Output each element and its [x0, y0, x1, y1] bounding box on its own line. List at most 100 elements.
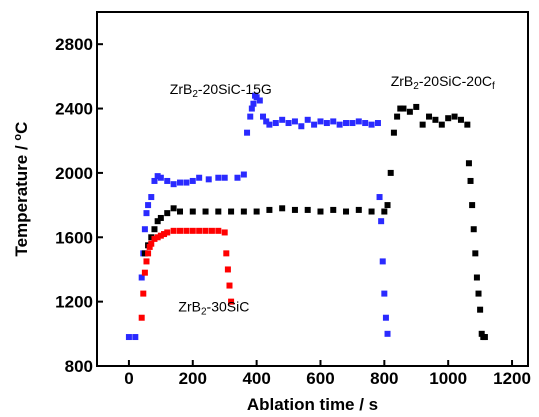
series-0-point [253, 94, 260, 101]
series-0-point [381, 290, 388, 297]
series-0-point [244, 129, 251, 136]
series-1-point [464, 121, 471, 128]
series-0-point [317, 118, 324, 125]
series-2-point [148, 240, 155, 247]
series-2-point [161, 231, 168, 238]
series-2-label: ZrB2-30SiC [178, 298, 249, 317]
series-1-point [390, 129, 397, 136]
series-1-point [406, 108, 413, 115]
series-1-point [413, 103, 420, 110]
y-axis-title: Temperature / oC [12, 122, 31, 257]
series-1-point [438, 121, 445, 128]
series-1-point [445, 115, 452, 122]
series-2-point [202, 227, 209, 234]
series-2-point [226, 282, 233, 289]
series-1-point [478, 330, 485, 337]
series-0-point [382, 314, 389, 321]
series-1-point [304, 206, 311, 213]
series-0-point [362, 120, 369, 127]
series-2-point [228, 298, 235, 305]
series-0-point [125, 334, 132, 341]
series-0-point [221, 174, 228, 181]
series-2-point [189, 227, 196, 234]
series-2-point [196, 227, 203, 234]
series-1-point [477, 306, 484, 313]
y-tick-label-1200: 1200 [55, 293, 93, 312]
series-0-point [336, 121, 343, 128]
series-1-point [457, 116, 464, 123]
series-layer [125, 92, 488, 341]
x-tick-label-600: 600 [306, 369, 334, 388]
series-1-point [472, 250, 479, 257]
series-1-point [151, 226, 158, 233]
series-0-point [343, 120, 350, 127]
series-0-point [250, 100, 257, 107]
series-0-point [323, 120, 330, 127]
series-1-point [465, 160, 472, 167]
series-2-point [157, 232, 164, 239]
series-0-point [164, 177, 171, 184]
series-2-point [138, 314, 145, 321]
series-0-point [177, 179, 184, 186]
series-0-point [141, 226, 148, 233]
series-2-point [221, 229, 228, 236]
series-0-point [143, 210, 150, 217]
y-tick-label-1600: 1600 [55, 228, 93, 247]
series-0-point [148, 194, 155, 201]
series-2-point [223, 250, 230, 257]
series-0-label: ZrB2-20SiC-15G [170, 81, 272, 100]
series-1-point [317, 208, 324, 215]
series-1-point [481, 334, 488, 341]
series-0-point [291, 118, 298, 125]
series-0-point [189, 177, 196, 184]
series-0-point [248, 105, 255, 112]
series-1-point [228, 208, 235, 215]
series-0-point [304, 116, 311, 123]
x-tick-label-1200: 1200 [493, 369, 531, 388]
series-2-point [154, 234, 161, 241]
series-0-point [376, 194, 383, 201]
series-1-point [279, 205, 286, 212]
y-tick-label-800: 800 [65, 357, 93, 376]
series-0-point [378, 218, 385, 225]
series-1-point [141, 250, 148, 257]
series-2-point [170, 227, 177, 234]
ticks-layer: 0 200 400 600 800 1000 1200 800 1200 1600 2000 2400… [55, 35, 531, 388]
series-2-point [224, 266, 231, 273]
series-0-point [285, 120, 292, 127]
series-1-point [157, 214, 164, 221]
series-0-point [247, 113, 254, 120]
series-0-point [240, 171, 247, 178]
x-tick-label-200: 200 [179, 369, 207, 388]
x-axis-title: Ablation time / s [247, 395, 378, 414]
series-1-point [177, 208, 184, 215]
series-1-point [291, 206, 298, 213]
series-1-point [470, 226, 477, 233]
series-0-point [368, 121, 375, 128]
series-2-point [143, 258, 150, 265]
series-0-point [298, 123, 305, 130]
series-1-point [266, 206, 273, 213]
y-tick-label-2400: 2400 [55, 100, 93, 119]
x-tick-label-0: 0 [124, 369, 133, 388]
x-tick-label-800: 800 [370, 369, 398, 388]
y-tick-label-2800: 2800 [55, 35, 93, 54]
series-0-point [355, 118, 362, 125]
series-2-point [208, 227, 215, 234]
series-1-point [330, 206, 337, 213]
series-0-point [138, 274, 145, 281]
plot-frame [96, 11, 529, 367]
y-tick-label-2000: 2000 [55, 164, 93, 183]
series-1-point [164, 210, 171, 217]
y-axis-title-main: Temperature / [12, 141, 31, 257]
series-0-point [145, 202, 152, 209]
series-0-point [330, 118, 337, 125]
series-1-point [473, 274, 480, 281]
series-2-point [183, 227, 190, 234]
series-2-point [215, 227, 222, 234]
series-2-point [141, 269, 148, 276]
series-0-point [205, 176, 212, 183]
series-2-point [151, 235, 158, 242]
series-1-point [394, 113, 401, 120]
